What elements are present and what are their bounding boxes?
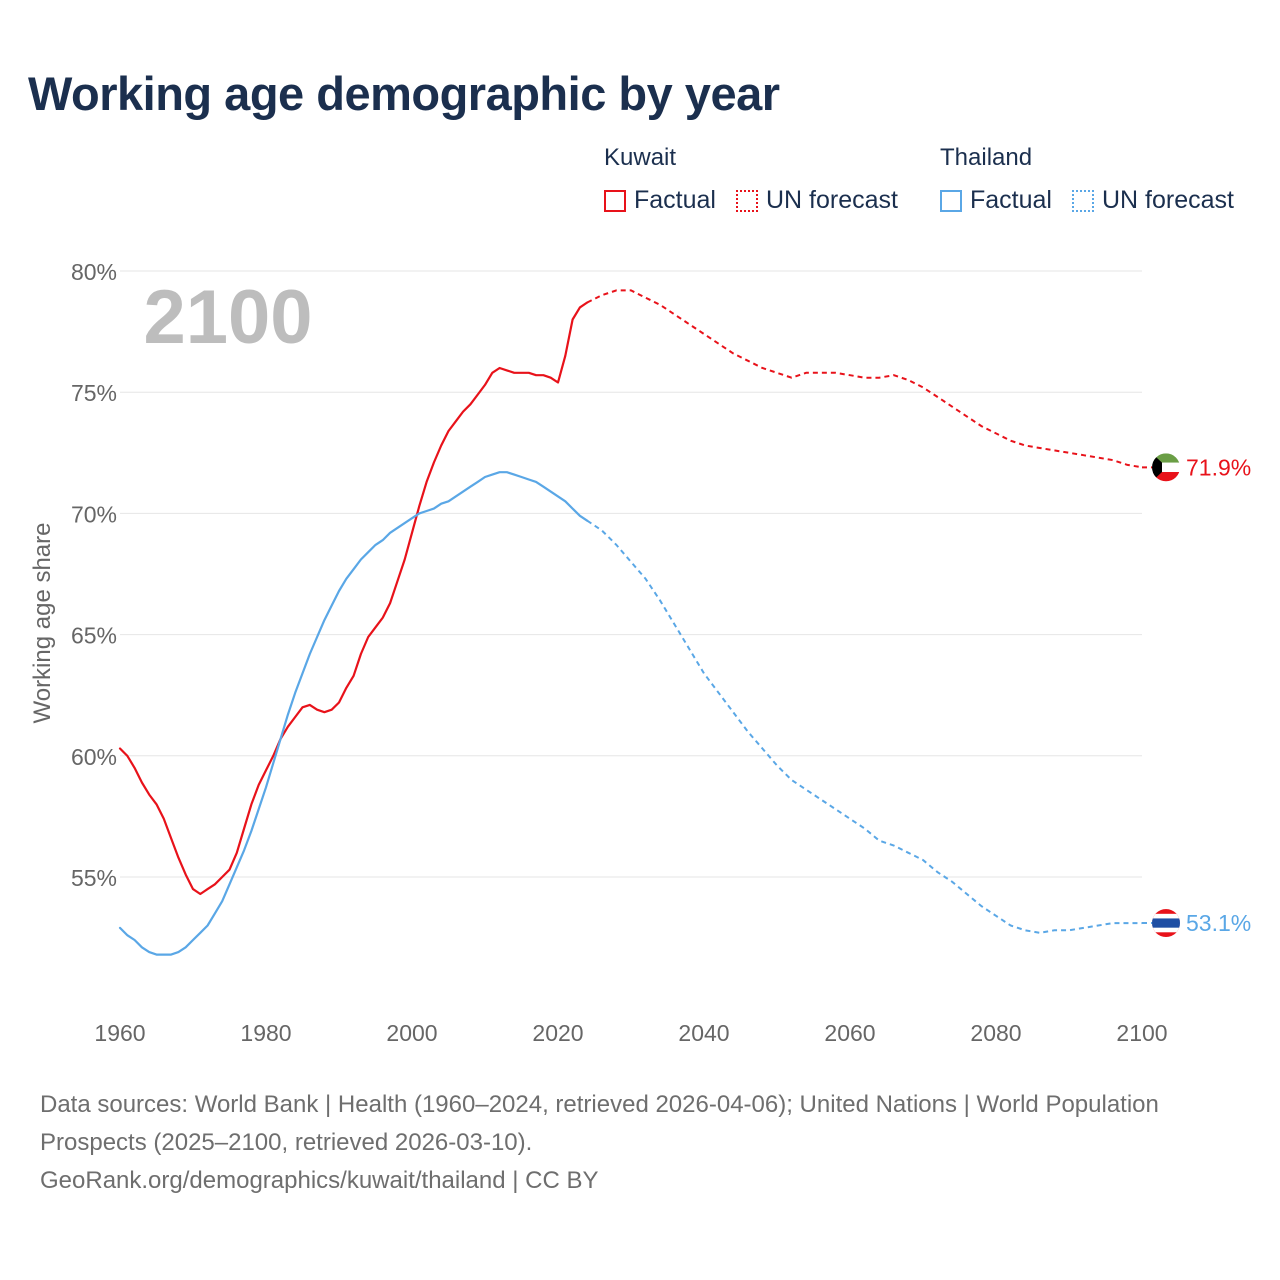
data-sources: Data sources: World Bank | Health (1960–… <box>40 1091 1159 1156</box>
y-tick-label: 60% <box>71 744 117 770</box>
legend-thailand-factual[interactable]: Factual <box>940 186 1052 215</box>
kuwait-flag-icon <box>1152 453 1180 482</box>
y-axis-label: Working age share <box>29 523 56 724</box>
y-tick-label: 75% <box>71 380 117 406</box>
source-link[interactable]: GeoRank.org/demographics/kuwait/thailand… <box>40 1167 599 1194</box>
legend-swatch-kuwait-factual <box>604 189 626 212</box>
x-tick-label: 1960 <box>94 1020 145 1046</box>
legend-thailand-factual-label: Factual <box>970 186 1052 214</box>
series-line-kuwait-forecast[interactable] <box>586 289 1143 469</box>
series-line-kuwait-factual[interactable] <box>118 301 589 896</box>
series-line-thailand-forecast[interactable] <box>586 519 1142 934</box>
end-value-label-thailand: 53.1% <box>1186 910 1251 936</box>
legend-swatch-thailand-forecast <box>1071 189 1094 212</box>
year-watermark: 2100 <box>143 275 312 360</box>
flag-trapezoid <box>1152 453 1162 482</box>
flag-stripe-blue <box>1152 918 1180 928</box>
legend-kuwait-factual-label: Factual <box>634 186 716 214</box>
legend-swatch-kuwait-forecast <box>735 189 758 212</box>
legend-swatch-thailand-factual <box>940 189 962 212</box>
thailand-flag-icon <box>1152 909 1180 938</box>
y-tick-label: 55% <box>71 865 117 891</box>
thailand-flag-fill <box>1152 909 1180 938</box>
x-tick-label: 2060 <box>824 1020 875 1046</box>
x-tick-label: 2020 <box>532 1020 583 1046</box>
flag-stripe-white <box>1152 462 1180 473</box>
legend-kuwait-forecast[interactable]: UN forecast <box>735 186 898 215</box>
x-tick-label: 2080 <box>970 1020 1021 1046</box>
end-value-label-kuwait: 71.9% <box>1186 454 1251 480</box>
x-tick-label: 1980 <box>240 1020 291 1046</box>
y-tick-label: 65% <box>71 623 117 649</box>
legend-thailand-forecast[interactable]: UN forecast <box>1071 186 1234 215</box>
legend-thailand-forecast-label: UN forecast <box>1101 186 1234 214</box>
x-tick-label: 2040 <box>678 1020 729 1046</box>
x-tick-label: 2100 <box>1116 1020 1167 1046</box>
footer: Data sources: World Bank | Health (1960–… <box>40 1086 1200 1200</box>
chart-title: Working age demographic by year <box>28 67 780 120</box>
flag-stripe-green <box>1152 453 1180 463</box>
legend-thailand-name: Thailand <box>940 144 1033 171</box>
x-tick-label: 2000 <box>386 1020 437 1046</box>
legend-thailand: Thailand Factual UN forecast <box>940 144 1234 215</box>
y-tick-label: 80% <box>71 259 117 285</box>
legend-kuwait-factual[interactable]: Factual <box>604 186 716 215</box>
flag-stripe-red <box>1152 472 1180 482</box>
legend-kuwait: Kuwait Factual UN forecast <box>604 144 898 215</box>
series-line-thailand-factual[interactable] <box>118 471 589 956</box>
legend-kuwait-name: Kuwait <box>604 144 677 171</box>
line-chart: 55% 60% 65% 70% 75% 80% 1960 1980 2000 2020 2040 2… <box>29 259 1251 1046</box>
kuwait-flag-fill <box>1152 453 1180 482</box>
legend-kuwait-forecast-label: UN forecast <box>765 186 898 214</box>
y-tick-label: 70% <box>71 501 117 527</box>
